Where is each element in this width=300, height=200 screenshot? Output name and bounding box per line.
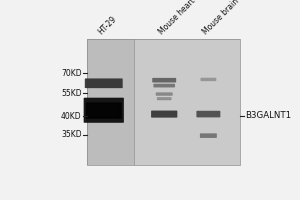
Text: B3GALNT1: B3GALNT1 (246, 111, 292, 120)
FancyBboxPatch shape (200, 133, 217, 138)
Bar (88, 39, 240, 165)
FancyBboxPatch shape (153, 84, 175, 87)
Bar (88, 39, 134, 165)
FancyBboxPatch shape (157, 97, 172, 100)
FancyBboxPatch shape (156, 92, 173, 96)
FancyBboxPatch shape (200, 78, 216, 81)
Text: Mouse brain: Mouse brain (201, 0, 241, 36)
FancyBboxPatch shape (151, 111, 177, 118)
FancyBboxPatch shape (196, 111, 220, 117)
Text: Mouse heart: Mouse heart (157, 0, 197, 36)
Text: 40KD: 40KD (61, 112, 82, 121)
Text: 55KD: 55KD (61, 89, 82, 98)
FancyBboxPatch shape (85, 78, 123, 88)
Text: 70KD: 70KD (61, 69, 82, 78)
FancyBboxPatch shape (84, 98, 124, 123)
Text: HT-29: HT-29 (96, 14, 118, 36)
FancyBboxPatch shape (152, 78, 176, 83)
Text: 35KD: 35KD (61, 130, 82, 139)
FancyBboxPatch shape (86, 102, 122, 119)
FancyBboxPatch shape (88, 105, 117, 116)
Bar (134, 39, 240, 165)
